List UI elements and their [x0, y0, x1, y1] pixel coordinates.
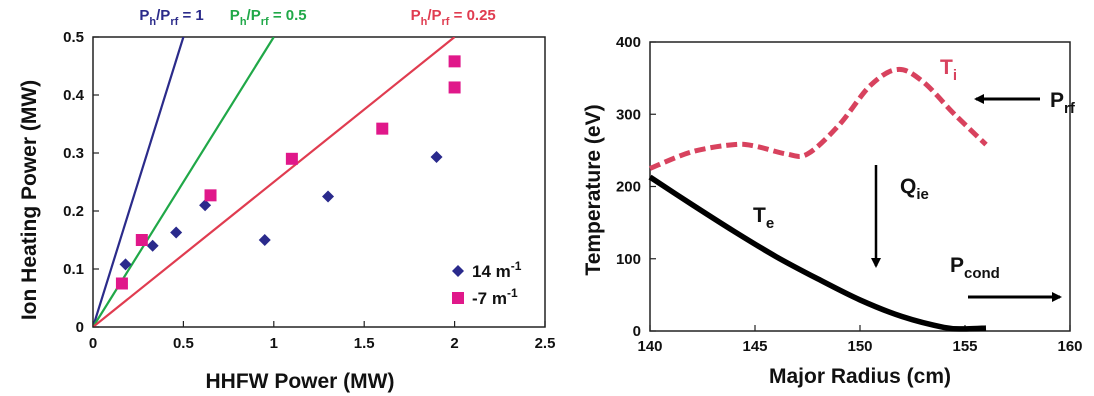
right-y-axis-label: Temperature (eV) — [582, 104, 605, 275]
right-x-tick-label: 145 — [742, 338, 767, 355]
prf-label: Prf — [1050, 89, 1076, 117]
data-point-square — [135, 234, 148, 246]
right-x-tick-label: 160 — [1057, 338, 1082, 355]
left-x-axis-label: HHFW Power (MW) — [206, 370, 395, 393]
data-point-square — [376, 122, 389, 135]
te-curve-label: Te — [753, 204, 774, 232]
left-y-tick-label: 0.1 — [63, 261, 84, 278]
data-point-square — [448, 55, 461, 68]
data-point-diamond — [258, 234, 271, 246]
temperature-chart: 140 145 150 155 160 0 100 200 300 400 Major Radiu… — [582, 34, 1083, 388]
right-y-tick-label: 300 — [616, 106, 641, 123]
data-point-diamond — [170, 226, 183, 239]
left-x-tick-label: 1.5 — [354, 335, 375, 352]
right-x-axis-label: Major Radius (cm) — [769, 365, 951, 388]
left-y-tick-label: 0.3 — [63, 145, 84, 162]
ratio-line-label: Ph/Prf = 0.25 — [411, 7, 496, 28]
ratio-line-label: Ph/Prf = 0.5 — [230, 7, 307, 28]
data-point-square — [115, 277, 128, 290]
legend-label: -7 m-1 — [472, 286, 518, 308]
legend-label: 14 m-1 — [472, 259, 522, 281]
data-point-diamond — [119, 258, 132, 271]
left-x-tick-label: 0 — [89, 335, 97, 352]
right-x-tick-label: 140 — [637, 338, 662, 355]
right-plot-frame — [649, 41, 1071, 332]
data-point-diamond — [199, 199, 212, 212]
left-x-tick-label: 1 — [270, 335, 278, 352]
te-curve — [648, 174, 987, 332]
left-y-axis-label: Ion Heating Power (MW) — [18, 80, 41, 320]
left-y-tick-label: 0 — [76, 319, 84, 336]
left-x-tick-label: 2.5 — [535, 335, 556, 352]
left-x-tick-label: 0.5 — [173, 335, 194, 352]
right-y-tick-label: 200 — [616, 179, 641, 196]
data-point-square — [285, 152, 298, 165]
right-x-tick-label: 155 — [952, 338, 977, 355]
pcond-label: Pcond — [950, 254, 1000, 282]
left-plot-frame — [92, 36, 546, 328]
data-point-square — [204, 189, 217, 202]
data-point-diamond — [430, 151, 443, 164]
ion-heating-chart: 0 0.5 1 1.5 2 2.5 0 0.1 0.2 0.3 0.4 0.5 Ph/Prf = 1 P… — [18, 7, 555, 393]
data-point-square — [448, 81, 461, 94]
legend-marker-diamond — [452, 265, 464, 277]
ratio-line-label: Ph/Prf = 1 — [139, 7, 203, 28]
data-point-diamond — [146, 239, 159, 252]
right-x-tick-label: 150 — [847, 338, 872, 355]
legend-marker-square — [452, 292, 464, 304]
left-y-tick-label: 0.2 — [63, 203, 84, 220]
left-legend: 14 m-1 -7 m-1 — [452, 259, 522, 308]
right-y-tick-label: 0 — [633, 323, 641, 340]
left-y-tick-label: 0.5 — [63, 29, 84, 46]
ti-curve-label: Ti — [940, 56, 957, 84]
qie-label: Qie — [900, 175, 929, 203]
ratio-line — [93, 37, 185, 327]
ratio-line — [93, 37, 456, 327]
right-y-tick-label: 400 — [616, 34, 641, 51]
left-y-tick-label: 0.4 — [63, 87, 85, 104]
data-point-diamond — [322, 190, 335, 203]
left-x-tick-label: 2 — [450, 335, 458, 352]
right-y-tick-label: 100 — [616, 251, 641, 268]
ti-curve — [649, 66, 988, 171]
